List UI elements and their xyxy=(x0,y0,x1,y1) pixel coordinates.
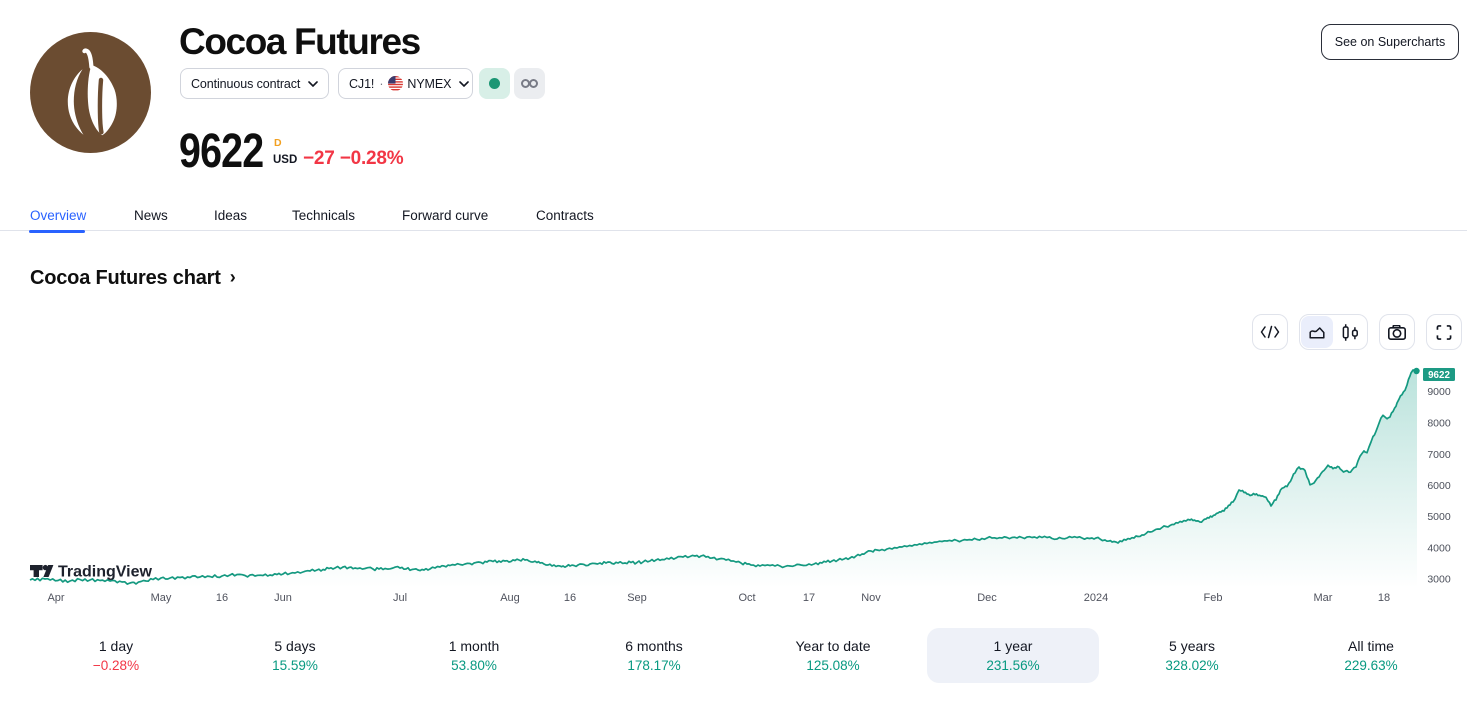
svg-text:3000: 3000 xyxy=(1427,574,1451,586)
svg-text:Aug: Aug xyxy=(500,592,520,604)
svg-text:Mar: Mar xyxy=(1314,592,1333,604)
svg-text:Nov: Nov xyxy=(861,592,881,604)
svg-text:TradingView: TradingView xyxy=(58,564,153,581)
svg-text:18: 18 xyxy=(1378,592,1390,604)
svg-text:7000: 7000 xyxy=(1427,449,1451,461)
svg-text:Jul: Jul xyxy=(393,592,407,604)
svg-text:17: 17 xyxy=(803,592,815,604)
svg-text:Sep: Sep xyxy=(627,592,647,604)
svg-text:6000: 6000 xyxy=(1427,480,1451,492)
svg-text:16: 16 xyxy=(216,592,228,604)
svg-text:5000: 5000 xyxy=(1427,511,1451,523)
svg-text:May: May xyxy=(151,592,172,604)
svg-text:16: 16 xyxy=(564,592,576,604)
svg-text:Jun: Jun xyxy=(274,592,292,604)
svg-text:Apr: Apr xyxy=(47,592,64,604)
svg-text:Feb: Feb xyxy=(1204,592,1223,604)
svg-text:Dec: Dec xyxy=(977,592,997,604)
svg-text:8000: 8000 xyxy=(1427,418,1451,430)
svg-text:Oct: Oct xyxy=(738,592,755,604)
svg-text:2024: 2024 xyxy=(1084,592,1108,604)
svg-text:9622: 9622 xyxy=(1428,370,1450,381)
svg-text:4000: 4000 xyxy=(1427,543,1451,555)
svg-text:9000: 9000 xyxy=(1427,386,1451,398)
